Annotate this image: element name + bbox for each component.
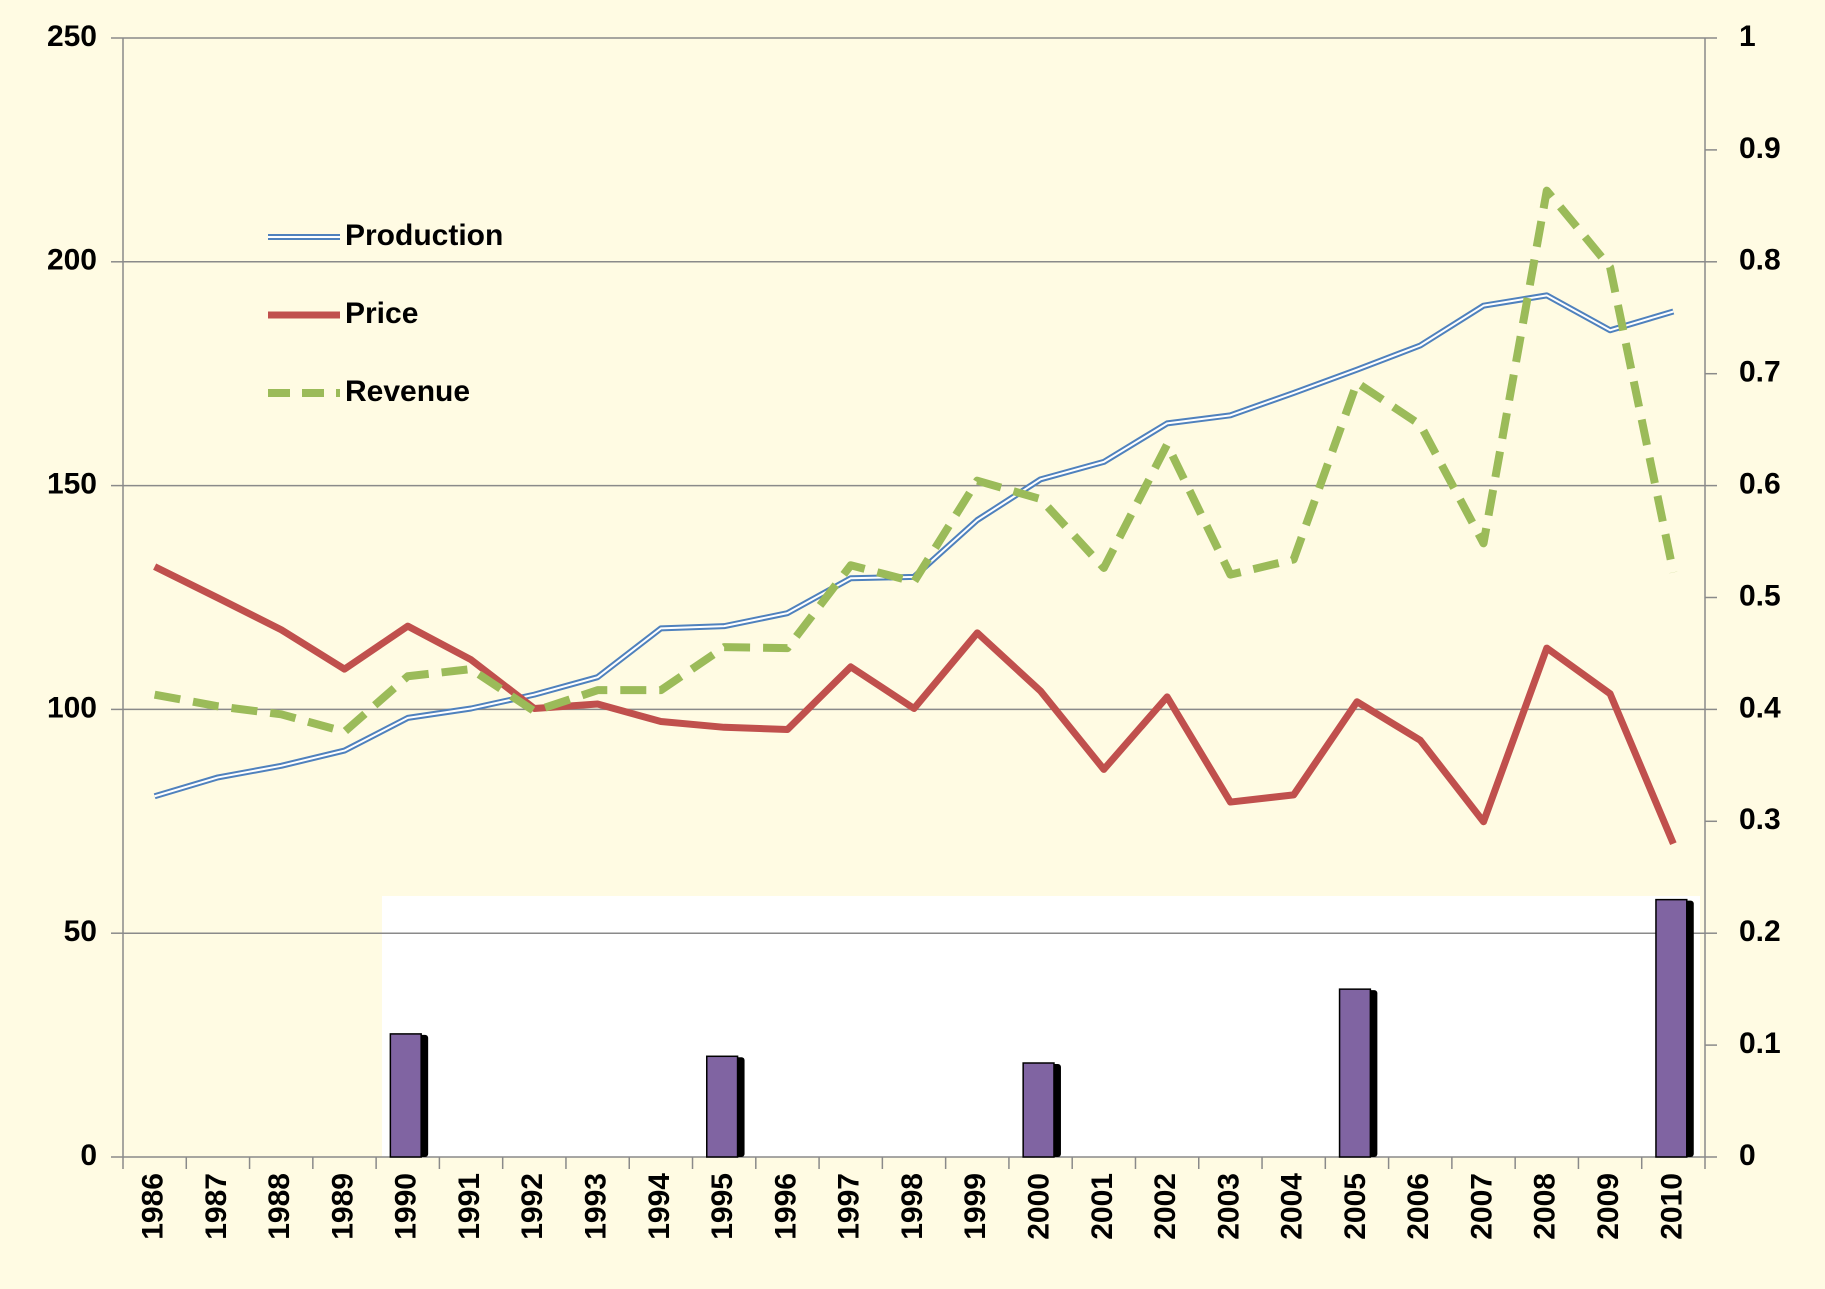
x-tick-label: 1999 bbox=[959, 1173, 992, 1240]
y2-tick-label: 0.7 bbox=[1739, 356, 1781, 389]
x-tick-label: 1990 bbox=[390, 1173, 423, 1240]
y2-tick-label: 0.3 bbox=[1739, 803, 1781, 836]
y-tick-label: 50 bbox=[64, 915, 97, 948]
x-tick-label: 1998 bbox=[896, 1173, 929, 1240]
x-tick-label: 2007 bbox=[1465, 1173, 1498, 1240]
x-tick-label: 1989 bbox=[326, 1173, 359, 1240]
y-tick-label: 150 bbox=[47, 468, 97, 501]
x-tick-label: 2008 bbox=[1529, 1173, 1562, 1240]
bar bbox=[1022, 1062, 1055, 1158]
x-tick-label: 2003 bbox=[1212, 1173, 1245, 1240]
x-tick-label: 2000 bbox=[1022, 1173, 1055, 1240]
y-tick-label: 200 bbox=[47, 244, 97, 277]
x-tick-label: 2006 bbox=[1402, 1173, 1435, 1240]
x-tick-label: 1986 bbox=[137, 1173, 170, 1240]
y2-tick-label: 0.6 bbox=[1739, 468, 1781, 501]
x-tick-label: 1994 bbox=[643, 1173, 676, 1240]
x-tick-label: 2002 bbox=[1149, 1173, 1182, 1240]
y2-tick-label: 0.5 bbox=[1739, 579, 1781, 612]
series-line bbox=[153, 563, 1677, 846]
x-tick-label: 1988 bbox=[263, 1173, 296, 1240]
bar bbox=[1655, 898, 1688, 1158]
y2-tick-label: 1 bbox=[1739, 20, 1756, 53]
legend-label: Price bbox=[345, 297, 418, 330]
x-tick-label: 1991 bbox=[453, 1173, 486, 1240]
x-tick-label: 2005 bbox=[1339, 1173, 1372, 1240]
x-tick-label: 1987 bbox=[200, 1173, 233, 1240]
y-tick-label: 0 bbox=[80, 1139, 97, 1172]
legend-label: Revenue bbox=[345, 375, 470, 408]
legend-label: Production bbox=[345, 219, 503, 252]
series-line bbox=[153, 186, 1678, 736]
y-tick-label: 100 bbox=[47, 691, 97, 724]
y2-tick-label: 0.2 bbox=[1739, 915, 1781, 948]
y-tick-label: 250 bbox=[47, 20, 97, 53]
y2-tick-label: 0 bbox=[1739, 1139, 1756, 1172]
bar bbox=[1338, 988, 1372, 1158]
x-tick-label: 1996 bbox=[769, 1173, 802, 1240]
x-tick-label: 1995 bbox=[706, 1173, 739, 1240]
x-tick-label: 2009 bbox=[1592, 1173, 1625, 1240]
x-tick-label: 1993 bbox=[580, 1173, 613, 1240]
y2-tick-label: 0.9 bbox=[1739, 132, 1781, 165]
x-tick-label: 2001 bbox=[1086, 1173, 1119, 1240]
x-tick-label: 1997 bbox=[833, 1173, 866, 1240]
y2-tick-label: 0.4 bbox=[1739, 691, 1781, 724]
x-tick-label: 1992 bbox=[516, 1173, 549, 1240]
bar bbox=[389, 1033, 422, 1158]
bar bbox=[706, 1055, 739, 1158]
x-tick-label: 2010 bbox=[1655, 1173, 1688, 1240]
y2-tick-label: 0.8 bbox=[1739, 244, 1781, 277]
y2-tick-label: 0.1 bbox=[1739, 1027, 1781, 1060]
x-tick-label: 2004 bbox=[1276, 1173, 1309, 1240]
